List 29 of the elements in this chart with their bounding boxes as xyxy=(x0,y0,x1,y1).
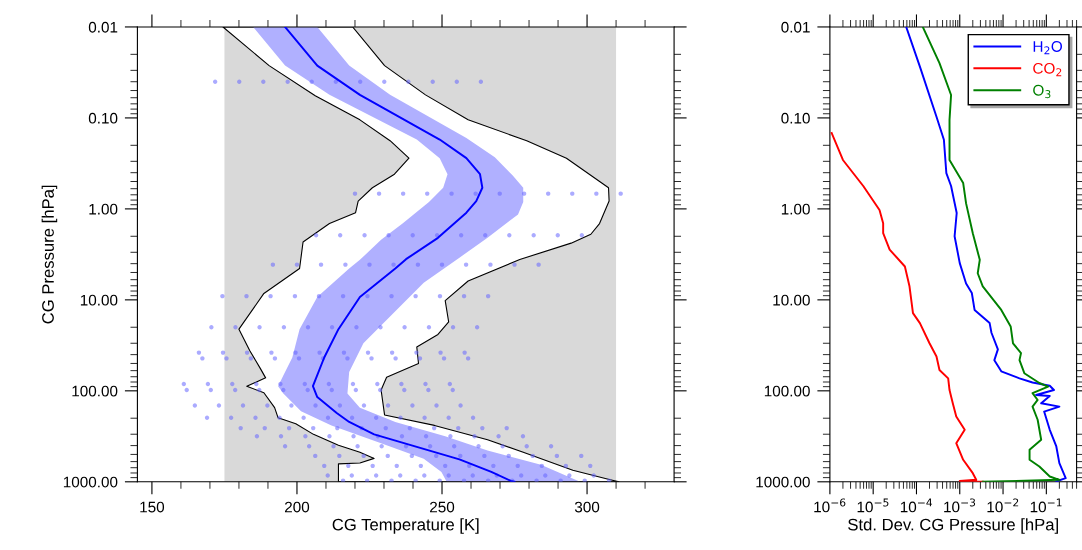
y-tick-label: 0.10 xyxy=(88,112,118,124)
x-tick-label: 10$^{−4}$ xyxy=(900,498,933,513)
x-tick-label: 300 xyxy=(574,501,600,513)
x-tick-label: 10$^{−5}$ xyxy=(857,498,889,513)
y-tick-label: 10.00 xyxy=(773,294,810,306)
y-tick-label: 1.00 xyxy=(89,203,118,215)
y-tick-label: 1.00 xyxy=(781,203,810,215)
y-tick-label: 1000.00 xyxy=(756,476,810,488)
y-tick-label: 10.00 xyxy=(80,294,118,306)
y-tick-label: 100.00 xyxy=(764,385,810,397)
line-series xyxy=(284,26,516,482)
x-axis-title: Std. Dev. CG Pressure [hPa] xyxy=(848,518,1058,534)
y-tick-label: 0.10 xyxy=(781,112,810,124)
x-tick-label: 10$^{−2}$ xyxy=(987,498,1019,513)
x-tick-label: 150 xyxy=(140,501,165,513)
y-axis-title: CG Pressure [hPa] xyxy=(41,185,58,324)
y-tick-label: 1000.00 xyxy=(63,476,118,488)
y-tick-label: 100.00 xyxy=(72,385,118,397)
legend-label: O$_{3}$ xyxy=(1033,84,1051,99)
x-axis-title: CG Temperature [K] xyxy=(332,518,479,534)
y-tick-label: 0.01 xyxy=(781,21,810,33)
x-tick-label: 200 xyxy=(284,501,310,513)
legend-label: CO$_{2}$ xyxy=(1033,62,1062,77)
x-tick-label: 10$^{−1}$ xyxy=(1030,498,1062,513)
legend-label: H$_{2}$O xyxy=(1033,41,1062,55)
x-tick-label: 10$^{−6}$ xyxy=(814,498,846,513)
y-tick-label: 0.01 xyxy=(88,21,118,33)
x-tick-label: 10$^{−3}$ xyxy=(944,498,976,513)
x-tick-label: 250 xyxy=(430,501,455,513)
